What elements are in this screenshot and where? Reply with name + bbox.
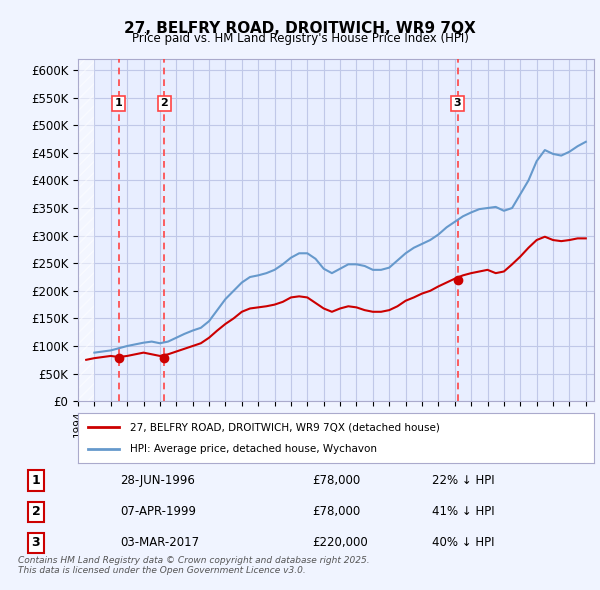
Text: 3: 3 — [454, 99, 461, 109]
Text: Price paid vs. HM Land Registry's House Price Index (HPI): Price paid vs. HM Land Registry's House … — [131, 32, 469, 45]
Text: 07-APR-1999: 07-APR-1999 — [120, 505, 196, 519]
Text: 2: 2 — [32, 505, 40, 519]
Text: 3: 3 — [32, 536, 40, 549]
Text: £78,000: £78,000 — [312, 505, 360, 519]
Text: 03-MAR-2017: 03-MAR-2017 — [120, 536, 199, 549]
Text: 28-JUN-1996: 28-JUN-1996 — [120, 474, 195, 487]
Text: HPI: Average price, detached house, Wychavon: HPI: Average price, detached house, Wych… — [130, 444, 377, 454]
Text: 27, BELFRY ROAD, DROITWICH, WR9 7QX: 27, BELFRY ROAD, DROITWICH, WR9 7QX — [124, 21, 476, 35]
Bar — [78, 59, 94, 401]
Text: 22% ↓ HPI: 22% ↓ HPI — [432, 474, 494, 487]
Text: 1: 1 — [32, 474, 40, 487]
Text: Contains HM Land Registry data © Crown copyright and database right 2025.
This d: Contains HM Land Registry data © Crown c… — [18, 556, 370, 575]
Text: 41% ↓ HPI: 41% ↓ HPI — [432, 505, 494, 519]
Text: 2: 2 — [160, 99, 168, 109]
Text: 27, BELFRY ROAD, DROITWICH, WR9 7QX (detached house): 27, BELFRY ROAD, DROITWICH, WR9 7QX (det… — [130, 422, 439, 432]
Text: 1: 1 — [115, 99, 122, 109]
Text: £220,000: £220,000 — [312, 536, 368, 549]
Text: £78,000: £78,000 — [312, 474, 360, 487]
Text: 40% ↓ HPI: 40% ↓ HPI — [432, 536, 494, 549]
